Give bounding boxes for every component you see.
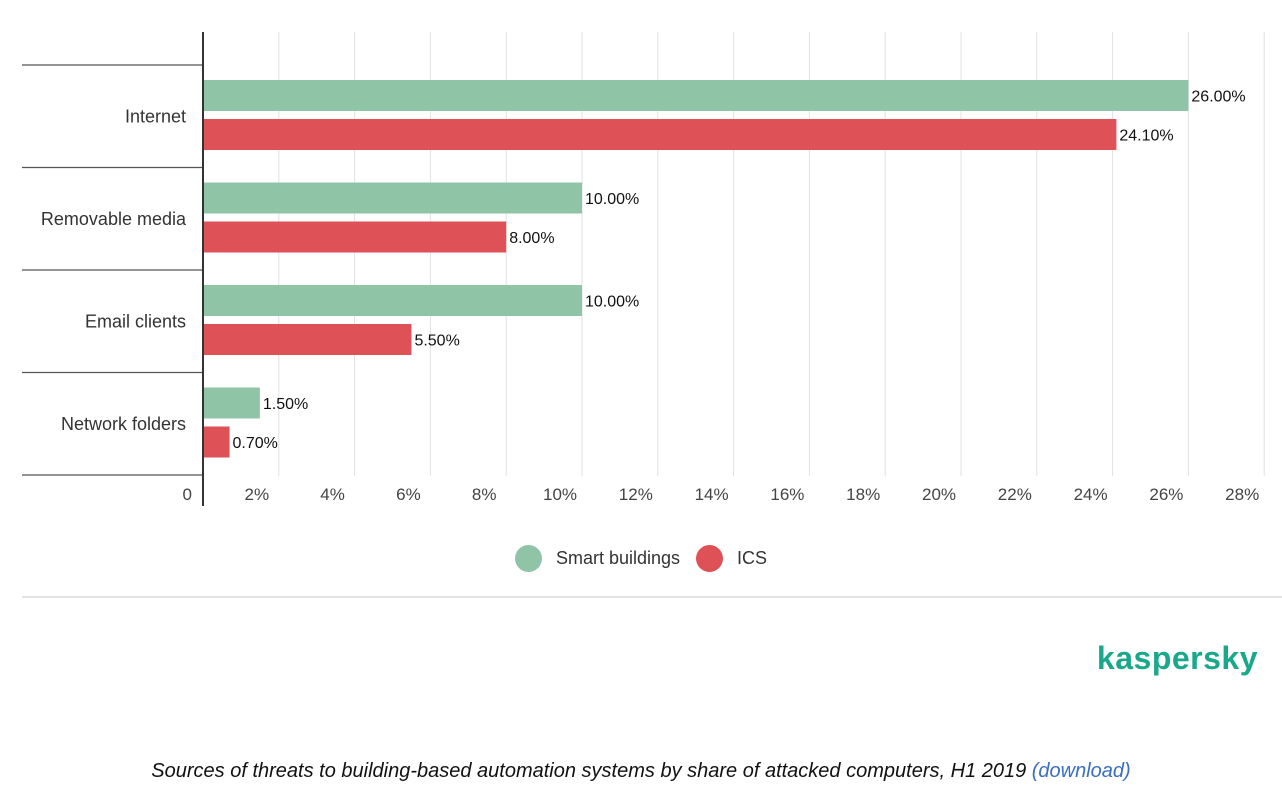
x-tick-label: 4% <box>320 485 345 504</box>
x-tick-label: 10% <box>543 485 577 504</box>
x-tick-label: 12% <box>619 485 653 504</box>
category-label: Removable media <box>41 209 187 229</box>
category-label: Internet <box>125 106 186 126</box>
bar-smart-buildings <box>203 387 260 419</box>
data-label: 0.70% <box>233 435 278 452</box>
category-label: Email clients <box>85 311 186 331</box>
legend-swatch-smart-buildings <box>514 544 542 572</box>
x-tick-label: 2% <box>245 485 270 504</box>
bar-smart-buildings <box>203 285 582 316</box>
x-tick-label: 22% <box>998 485 1032 504</box>
bar-smart-buildings <box>203 80 1189 111</box>
data-label: 10.00% <box>585 294 639 311</box>
x-tick-label: 26% <box>1149 485 1183 504</box>
x-tick-label: 14% <box>695 485 729 504</box>
x-tick-label: 0 <box>183 485 192 504</box>
data-label: 26.00% <box>1191 89 1245 106</box>
legend-swatch-ics <box>696 544 724 572</box>
legend-item-ics: ICS <box>696 544 768 572</box>
bar-ics <box>203 221 507 253</box>
bar-chart: 26.00% 10.00% 10.00% 1.50% 24.10% 8.00% 5.50% 0… <box>22 32 1265 506</box>
bar-smart-buildings <box>203 182 582 214</box>
chart-legend: Smart buildings ICS <box>0 540 1282 576</box>
x-tick-label: 28% <box>1225 485 1259 504</box>
legend-label-ics: ICS <box>737 547 768 568</box>
x-tick-label: 6% <box>396 485 421 504</box>
bar-ics <box>203 324 412 355</box>
data-label: 8.00% <box>509 230 554 247</box>
data-label: 10.00% <box>585 191 639 208</box>
x-tick-label: 16% <box>770 485 804 504</box>
legend-item-smart-buildings: Smart buildings <box>514 544 681 572</box>
x-tick-label: 20% <box>922 485 956 504</box>
x-tick-label: 8% <box>472 485 497 504</box>
footer-divider <box>22 596 1282 598</box>
caption-text: Sources of threats to building-based aut… <box>151 760 1027 782</box>
data-label: 24.10% <box>1119 128 1173 145</box>
legend-label-smart-buildings: Smart buildings <box>555 547 681 568</box>
bar-ics <box>203 426 230 458</box>
category-label: Network folders <box>61 414 186 434</box>
x-tick-label: 18% <box>846 485 880 504</box>
bar-ics <box>203 119 1117 150</box>
download-link[interactable]: (download) <box>1031 760 1131 782</box>
data-label: 1.50% <box>263 396 308 413</box>
figure-caption: Sources of threats to building-based aut… <box>0 760 1282 783</box>
data-label: 5.50% <box>414 333 459 350</box>
kaspersky-logo: kaspersky <box>1096 640 1258 676</box>
x-tick-label: 24% <box>1074 485 1108 504</box>
